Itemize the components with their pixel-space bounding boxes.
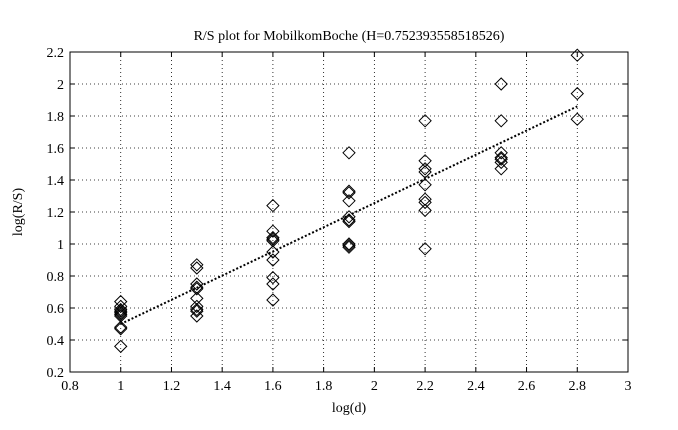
data-point [114,309,128,323]
data-point [266,253,280,267]
y-tick-label: 0.2 [47,366,65,381]
data-point [114,322,128,336]
data-point [190,304,204,318]
data-point [418,114,432,128]
data-point [342,237,356,251]
y-axis-label: log(R/S) [11,188,26,237]
data-point [418,178,432,192]
y-tick-label: 1 [57,238,64,253]
data-point [266,234,280,248]
x-tick-label: 1 [117,379,124,394]
data-point [114,294,128,309]
y-tick-labels: 0.2 0.4 0.6 0.8 1 1.2 1.4 1.6 1.8 2 2.2 [47,46,65,381]
y-tick-label: 0.6 [47,302,65,317]
x-tick-labels: 0.8 1 1.2 1.4 1.6 1.8 2 2.2 2.4 2.6 2.8 3 [61,379,631,394]
y-tick-label: 2 [57,78,64,93]
data-point [190,261,204,275]
data-point [570,112,584,126]
data-point [114,304,128,318]
x-tick-label: 3 [625,379,632,394]
plot-frame [69,51,629,373]
data-point [190,291,204,306]
x-tick-label: 0.8 [61,379,79,394]
data-point [342,210,356,224]
data-point [418,203,432,218]
x-tick-label: 1.6 [264,379,282,394]
data-point [114,320,128,334]
data-point [418,162,432,176]
x-axis-label: log(d) [332,401,367,416]
data-point [266,232,280,246]
data-point [266,224,280,238]
data-point [114,299,128,314]
y-tick-label: 0.4 [47,334,65,349]
data-point [570,48,584,62]
data-point [418,165,432,179]
grid-lines [70,52,628,372]
data-point [114,307,128,322]
data-point [190,302,204,317]
x-tick-label: 2.2 [416,379,434,394]
data-point [342,238,356,253]
data-point [190,258,204,272]
data-point [342,214,356,229]
data-point [190,309,204,323]
data-point [494,114,508,128]
data-point [190,277,204,291]
data-point [190,299,204,314]
data-point [266,245,280,259]
axis-ticks [69,51,629,373]
data-point [494,77,508,91]
data-point [418,242,432,256]
x-tick-label: 1.8 [315,379,333,394]
data-point [266,293,280,307]
data-point [342,194,356,208]
data-point [114,306,128,320]
data-point [494,152,508,166]
x-tick-label: 1.2 [163,379,181,394]
data-point [266,230,280,245]
data-point [114,339,128,354]
data-point [494,150,508,165]
data-point [190,282,204,296]
data-point [418,154,432,168]
data-point [494,162,508,176]
data-point [342,240,356,254]
x-tick-label: 1.4 [213,379,231,394]
data-point [342,146,356,160]
y-tick-label: 1.8 [47,110,65,125]
x-tick-label: 2.6 [518,379,536,394]
y-tick-label: 1.4 [47,174,65,189]
data-point [266,270,280,285]
data-point [342,184,356,198]
x-tick-label: 2 [371,379,378,394]
data-point [494,146,508,160]
x-tick-label: 2.8 [569,379,587,394]
data-point [266,277,280,291]
data-point [342,213,356,227]
data-point [342,186,356,200]
data-point [494,155,508,170]
data-point [418,195,432,210]
data-point [418,192,432,206]
data-point [190,280,204,294]
data-points [114,48,584,354]
y-tick-label: 1.2 [47,206,65,221]
y-tick-label: 0.8 [47,270,65,285]
chart-title: R/S plot for MobilkomBoche (H=0.75239355… [194,29,505,44]
y-tick-label: 1.6 [47,142,65,157]
y-tick-label: 2.2 [47,46,65,61]
data-point [570,86,584,101]
data-point [266,198,280,213]
data-point [114,302,128,317]
x-tick-label: 2.4 [467,379,485,394]
